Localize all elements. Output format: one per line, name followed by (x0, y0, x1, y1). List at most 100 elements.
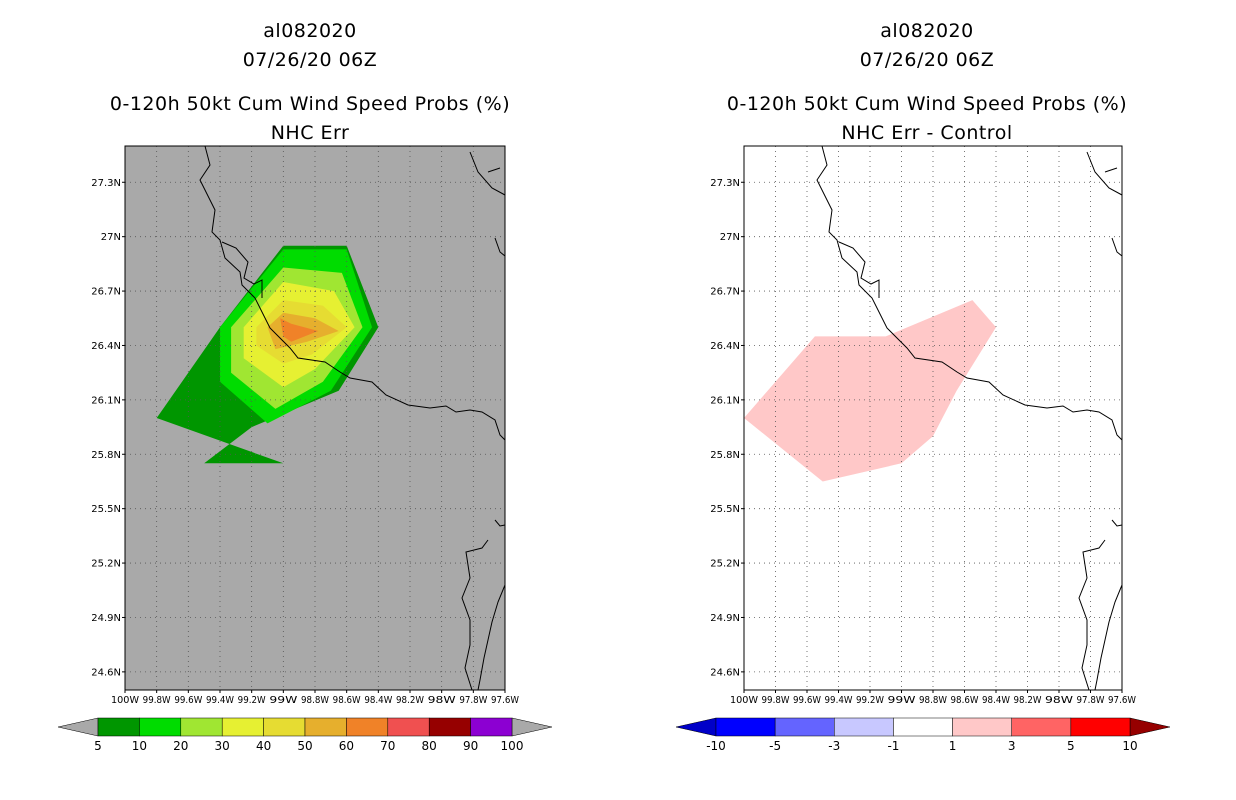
y-tick-label: 25.5N (91, 504, 121, 515)
x-tick-label: 99.4W (825, 695, 853, 706)
y-tick-label: 25.2N (91, 559, 121, 570)
x-tick-label: 100W (111, 695, 139, 706)
right-map-frame (743, 145, 1123, 691)
colorbar-swatch (139, 717, 182, 737)
colorbar-swatch (387, 717, 430, 737)
x-tick-label: 98.8W (301, 695, 329, 706)
x-tick-label: 99.2W (856, 695, 884, 706)
colorbar-swatch (97, 717, 140, 737)
y-tick-label: 24.6N (91, 667, 121, 678)
y-tick-label: 25.8N (710, 450, 740, 461)
y-tick-label: 26.4N (710, 341, 740, 352)
colorbar-label: 80 (422, 739, 437, 753)
colorbar-label: -3 (828, 739, 840, 753)
x-tick-label: 98W (1045, 695, 1073, 706)
y-tick-label: 25.5N (710, 504, 740, 515)
colorbar-swatch (428, 717, 471, 737)
colorbar-swatch (180, 717, 223, 737)
right-lat-axis-labels: 24.6N 24.9N 25.2N 25.5N 25.8N 26.1N 26.4N 26.7N… (710, 178, 740, 679)
x-tick-label: 97.6W (491, 695, 519, 706)
y-tick-label: 27N (101, 232, 121, 243)
colorbar-left-arrow (675, 717, 717, 737)
y-tick-label: 27N (720, 232, 740, 243)
colorbar-swatch (346, 717, 389, 737)
colorbar-swatch (263, 717, 306, 737)
colorbar-label: 100 (501, 739, 524, 753)
x-tick-label: 98.2W (396, 695, 424, 706)
y-tick-label: 26.4N (91, 341, 121, 352)
colorbar-swatch (893, 717, 953, 737)
colorbar-label: 5 (1067, 739, 1075, 753)
x-tick-label: 97.6W (1108, 695, 1136, 706)
right-colorbar: -10 -5 -3 -1 1 3 5 10 (675, 717, 1171, 753)
left-title-subtitle: NHC Err (271, 122, 350, 144)
colorbar-swatch (1070, 717, 1131, 737)
colorbar-swatch (715, 717, 776, 737)
colorbar-right-arrow (511, 717, 553, 737)
colorbar-swatch (304, 717, 347, 737)
colorbar-swatch (221, 717, 264, 737)
x-tick-label: 98.6W (333, 695, 361, 706)
colorbar-left-arrow (57, 717, 99, 737)
y-tick-label: 24.9N (91, 613, 121, 624)
colorbar-label: 10 (1122, 739, 1137, 753)
left-lon-axis-labels: 100W 99.8W 99.6W 99.4W 99.2W 99W 98.8W 98.6W 98.… (111, 695, 519, 706)
contour-fill-60-70 (280, 318, 319, 342)
colorbar-label: 5 (94, 739, 102, 753)
x-tick-label: 99.8W (143, 695, 171, 706)
x-tick-label: 98.4W (364, 695, 392, 706)
colorbar-label: 60 (339, 739, 354, 753)
x-tick-label: 98.4W (982, 695, 1010, 706)
colorbar-swatch (952, 717, 1012, 737)
y-tick-label: 26.1N (91, 395, 121, 406)
colorbar-label: 50 (297, 739, 312, 753)
colorbar-label: 10 (132, 739, 147, 753)
y-tick-label: 24.9N (710, 613, 740, 624)
colorbar-right-arrow (1129, 717, 1171, 737)
left-lat-axis-labels: 24.6N 24.9N 25.2N 25.5N 25.8N 26.1N 26.4N 26.7N… (91, 178, 121, 679)
right-gridlines (741, 146, 1123, 693)
left-title-product: 0-120h 50kt Cum Wind Speed Probs (%) (110, 93, 510, 115)
left-title-date: 07/26/20 06Z (243, 49, 378, 71)
y-tick-label: 24.6N (710, 667, 740, 678)
x-tick-label: 98.2W (1014, 695, 1042, 706)
colorbar-label: -5 (769, 739, 781, 753)
x-tick-label: 99W (269, 695, 297, 706)
x-tick-label: 99W (888, 695, 916, 706)
right-title-subtitle: NHC Err - Control (841, 122, 1012, 144)
y-tick-label: 27.3N (91, 178, 121, 189)
colorbar-label: 3 (1008, 739, 1016, 753)
x-tick-label: 99.6W (174, 695, 202, 706)
x-tick-label: 99.4W (206, 695, 234, 706)
colorbar-label: 1 (949, 739, 957, 753)
y-tick-label: 27.3N (710, 178, 740, 189)
y-tick-label: 25.8N (91, 450, 121, 461)
left-panel: al082020 07/26/20 06Z 0-120h 50kt Cum Wi… (57, 20, 553, 753)
x-tick-label: 98.8W (919, 695, 947, 706)
left-coastline (199, 145, 506, 691)
left-contour-fills (156, 245, 379, 464)
left-colorbar: 5 10 20 30 40 50 60 70 80 90 100 (57, 717, 553, 753)
colorbar-swatch (834, 717, 894, 737)
colorbar-label: -10 (706, 739, 726, 753)
y-tick-label: 25.2N (710, 559, 740, 570)
x-tick-label: 100W (730, 695, 758, 706)
right-panel: al082020 07/26/20 06Z 0-120h 50kt Cum Wi… (675, 20, 1171, 753)
right-lon-axis-labels: 100W 99.8W 99.6W 99.4W 99.2W 99W 98.8W 98.6W 98.… (730, 695, 1136, 706)
x-tick-label: 97.8W (1077, 695, 1105, 706)
colorbar-label: 90 (463, 739, 478, 753)
colorbar-swatch (470, 717, 513, 737)
x-tick-label: 99.8W (762, 695, 790, 706)
colorbar-swatch (774, 717, 835, 737)
y-tick-label: 26.7N (91, 287, 121, 298)
right-title-date: 07/26/20 06Z (860, 49, 995, 71)
right-title-storm-id: al082020 (880, 20, 973, 42)
left-map-frame (124, 145, 506, 691)
right-title-product: 0-120h 50kt Cum Wind Speed Probs (%) (727, 93, 1127, 115)
colorbar-label: -1 (887, 739, 899, 753)
x-tick-label: 98W (428, 695, 456, 706)
colorbar-label: 70 (380, 739, 395, 753)
right-coastline (816, 145, 1123, 691)
y-tick-label: 26.1N (710, 395, 740, 406)
